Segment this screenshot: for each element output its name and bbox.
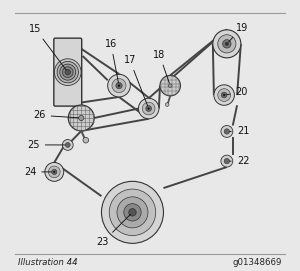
Circle shape <box>146 106 152 111</box>
Circle shape <box>124 204 141 221</box>
Circle shape <box>213 30 241 58</box>
Text: 15: 15 <box>29 24 66 70</box>
Text: Illustration 44: Illustration 44 <box>18 258 77 267</box>
Circle shape <box>148 108 150 109</box>
Circle shape <box>142 102 155 115</box>
Circle shape <box>45 162 64 181</box>
Circle shape <box>79 115 84 121</box>
Circle shape <box>224 129 230 134</box>
Text: 24: 24 <box>24 167 52 177</box>
Text: 16: 16 <box>105 39 118 83</box>
Circle shape <box>65 69 70 75</box>
Circle shape <box>223 40 231 48</box>
Text: 19: 19 <box>229 23 248 42</box>
Circle shape <box>224 159 230 164</box>
Text: 21: 21 <box>230 127 249 137</box>
FancyBboxPatch shape <box>54 38 82 106</box>
Circle shape <box>48 166 60 178</box>
Circle shape <box>108 74 130 97</box>
Circle shape <box>165 103 169 107</box>
Text: 20: 20 <box>227 87 248 97</box>
Circle shape <box>218 89 230 101</box>
Circle shape <box>109 189 156 235</box>
Circle shape <box>57 62 78 83</box>
Circle shape <box>112 79 126 93</box>
Circle shape <box>214 85 234 105</box>
Circle shape <box>52 169 57 175</box>
Circle shape <box>65 143 70 147</box>
Text: 22: 22 <box>230 156 249 166</box>
Circle shape <box>68 105 94 131</box>
Circle shape <box>138 98 159 119</box>
Circle shape <box>101 181 164 243</box>
Circle shape <box>221 92 227 98</box>
Circle shape <box>60 64 76 80</box>
Circle shape <box>118 85 120 87</box>
Circle shape <box>221 155 233 167</box>
Text: 17: 17 <box>124 55 148 106</box>
Text: 23: 23 <box>97 214 130 247</box>
Circle shape <box>223 94 225 96</box>
Circle shape <box>62 140 73 150</box>
Text: 18: 18 <box>153 50 169 83</box>
Circle shape <box>54 59 81 85</box>
Circle shape <box>83 137 88 143</box>
Circle shape <box>225 42 229 46</box>
Circle shape <box>160 75 181 96</box>
Circle shape <box>53 171 55 173</box>
Circle shape <box>221 125 233 137</box>
Circle shape <box>62 67 73 78</box>
Text: g01348669: g01348669 <box>233 258 282 267</box>
Text: 25: 25 <box>27 140 65 150</box>
Circle shape <box>117 197 148 228</box>
Circle shape <box>168 84 172 88</box>
Circle shape <box>129 209 136 216</box>
Circle shape <box>218 35 236 53</box>
Text: 26: 26 <box>33 110 79 120</box>
Circle shape <box>116 82 122 89</box>
